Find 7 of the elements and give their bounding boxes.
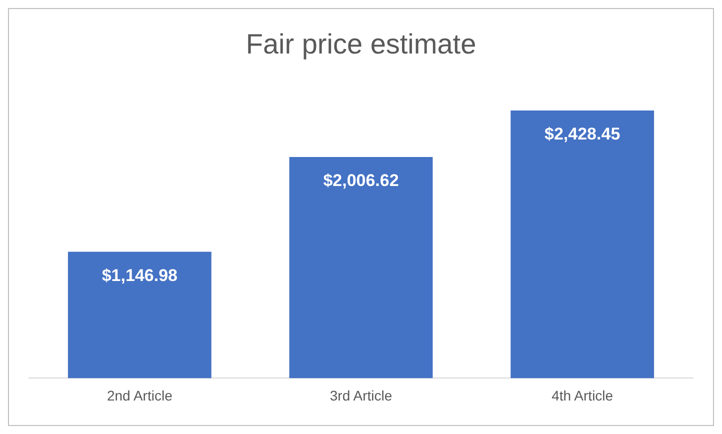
data-label: $1,146.98 [102, 266, 178, 285]
data-label: $2,006.62 [323, 171, 399, 190]
data-label: $2,428.45 [544, 124, 620, 144]
x-tick-label: 2nd Article [106, 387, 173, 404]
x-tick-label: 4th Article [552, 387, 614, 404]
x-tick-label: 3rd Article [330, 387, 392, 404]
chart-title: Fair price estimate [246, 28, 476, 60]
